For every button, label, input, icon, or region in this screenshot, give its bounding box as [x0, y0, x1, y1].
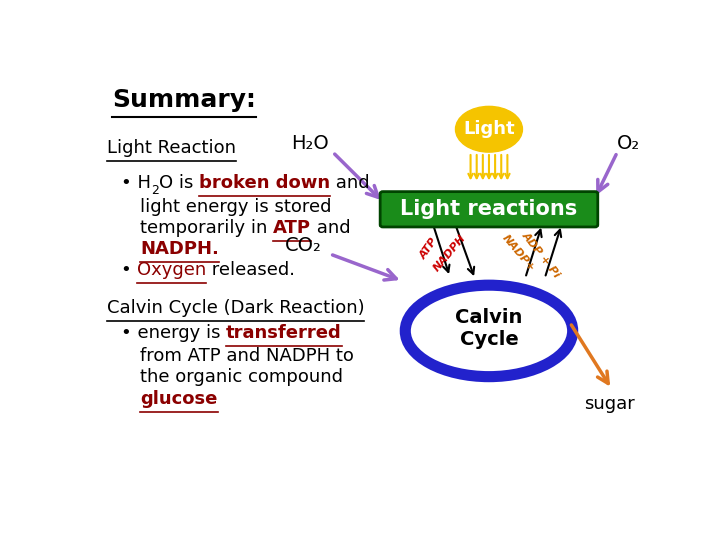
Text: O₂: O₂ — [617, 134, 640, 153]
Text: and: and — [311, 219, 351, 237]
Text: •: • — [121, 261, 138, 279]
Ellipse shape — [456, 106, 523, 152]
Text: Light reactions: Light reactions — [400, 199, 577, 219]
Text: Calvin Cycle (Dark Reaction): Calvin Cycle (Dark Reaction) — [107, 299, 364, 317]
Text: ATP: ATP — [274, 219, 311, 237]
Text: NADP+: NADP+ — [500, 232, 536, 273]
Text: O is: O is — [158, 174, 199, 192]
Text: • energy is: • energy is — [121, 324, 226, 342]
Text: and: and — [330, 174, 369, 192]
Text: Light Reaction: Light Reaction — [107, 139, 235, 157]
Text: Calvin
Cycle: Calvin Cycle — [455, 308, 523, 349]
Text: 2: 2 — [150, 184, 158, 197]
Text: • H: • H — [121, 174, 150, 192]
Text: the organic compound: the organic compound — [140, 368, 343, 387]
Text: temporarily in: temporarily in — [140, 219, 274, 237]
Text: Oxygen: Oxygen — [138, 261, 207, 279]
Text: from ATP and NADPH to: from ATP and NADPH to — [140, 347, 354, 365]
Text: glucose: glucose — [140, 390, 217, 408]
Text: ADP + Pi: ADP + Pi — [520, 230, 562, 280]
Text: ATP: ATP — [418, 236, 440, 261]
Text: NADPH: NADPH — [432, 233, 468, 273]
Text: NADPH.: NADPH. — [140, 240, 219, 258]
Text: H₂O: H₂O — [292, 134, 329, 153]
Text: CO₂: CO₂ — [285, 236, 322, 255]
Ellipse shape — [405, 285, 572, 377]
Text: sugar: sugar — [584, 395, 634, 413]
Text: Summary:: Summary: — [112, 87, 256, 112]
Text: Light: Light — [463, 120, 515, 138]
Text: broken down: broken down — [199, 174, 330, 192]
FancyBboxPatch shape — [380, 192, 598, 227]
Text: light energy is stored: light energy is stored — [140, 198, 332, 217]
Text: transferred: transferred — [226, 324, 342, 342]
Text: released.: released. — [207, 261, 295, 279]
